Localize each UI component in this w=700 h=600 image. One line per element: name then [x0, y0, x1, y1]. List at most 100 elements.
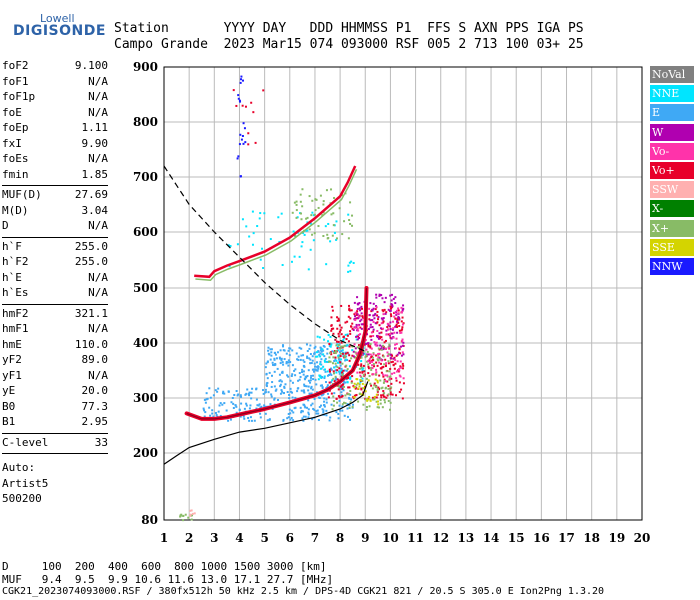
echo-point [293, 234, 296, 237]
echo-point [325, 401, 328, 404]
echo-point [289, 412, 292, 415]
echo-point [376, 364, 379, 367]
param-value: 321.1 [74, 306, 108, 320]
echo-point [273, 351, 276, 354]
x-tick-label: 4 [235, 531, 243, 545]
x-tick-label: 12 [432, 531, 449, 545]
echo-point [305, 229, 308, 232]
echo-point [191, 512, 194, 515]
param-value: 1.85 [81, 167, 109, 181]
echo-point [331, 362, 334, 365]
echo-point [193, 512, 196, 515]
echo-point [350, 381, 353, 384]
echo-point [335, 365, 338, 368]
echo-point [400, 329, 403, 332]
echo-point [340, 391, 343, 394]
echo-point [204, 411, 207, 414]
auto-scaling-line: Auto: [2, 461, 36, 474]
echo-point [321, 214, 324, 217]
echo-point [299, 406, 302, 409]
echo-point [349, 270, 352, 273]
echo-point [357, 315, 360, 318]
echo-point [360, 366, 363, 369]
echo-point [248, 235, 251, 238]
echo-point [351, 214, 354, 217]
echo-point [321, 408, 324, 411]
echo-point [334, 375, 337, 378]
echo-point [318, 396, 321, 399]
echo-point [346, 344, 349, 347]
param-name: yF1 [2, 368, 22, 382]
echo-point [282, 363, 285, 366]
echo-point [206, 397, 209, 400]
echo-point [358, 336, 361, 339]
echo-point [374, 386, 377, 389]
echo-point [378, 361, 381, 364]
echo-point [290, 260, 293, 263]
echo-point [379, 362, 382, 365]
echo-point [373, 317, 376, 320]
echo-point [348, 406, 351, 409]
echo-point [348, 404, 351, 407]
echo-point [368, 395, 371, 398]
echo-point [327, 236, 330, 239]
echo-point [286, 417, 289, 420]
echo-point [330, 329, 333, 332]
echo-point [301, 205, 304, 208]
echo-point [332, 395, 335, 398]
echo-point [315, 412, 318, 415]
echo-point [299, 375, 302, 378]
echo-point [280, 389, 283, 392]
echo-point [396, 325, 399, 328]
echo-point [358, 383, 361, 386]
echo-point [303, 405, 306, 408]
echo-point [316, 369, 319, 372]
echo-point [338, 372, 341, 375]
echo-point [319, 363, 322, 366]
echo-point [307, 411, 310, 414]
echo-point [390, 303, 393, 306]
echo-point [330, 367, 333, 370]
echo-point [251, 387, 254, 390]
echo-point [279, 379, 282, 382]
echo-point [350, 380, 353, 383]
param-value: N/A [88, 322, 108, 335]
echo-point [347, 237, 350, 240]
echo-point [245, 404, 248, 407]
echo-point [295, 203, 298, 206]
echo-point [402, 377, 405, 380]
echo-point [256, 225, 259, 228]
echo-point [298, 346, 301, 349]
echo-point [376, 390, 379, 393]
echo-point [264, 388, 267, 391]
echo-point [319, 346, 322, 349]
echo-point [255, 388, 258, 391]
echo-point [401, 351, 404, 354]
echo-point [376, 358, 379, 361]
echo-point [389, 393, 392, 396]
echo-point [235, 104, 238, 107]
echo-point [273, 364, 276, 367]
echo-point [356, 310, 359, 313]
echo-point [248, 391, 251, 394]
echo-point [355, 312, 358, 315]
echo-point [389, 294, 392, 297]
echo-point [273, 357, 276, 360]
echo-point [351, 375, 354, 378]
echo-point [294, 406, 297, 409]
echo-point [297, 358, 300, 361]
echo-point [239, 78, 242, 81]
echo-point [384, 347, 387, 350]
echo-point [329, 345, 332, 348]
echo-point [331, 305, 334, 308]
echo-point [299, 358, 302, 361]
echo-point [372, 334, 375, 337]
echo-point [372, 373, 375, 376]
echo-point [390, 382, 393, 385]
echo-point [271, 381, 274, 384]
echo-point [347, 270, 350, 273]
echo-point [374, 308, 377, 311]
echo-point [221, 403, 224, 406]
echo-point [360, 356, 363, 359]
echo-point [242, 122, 245, 125]
